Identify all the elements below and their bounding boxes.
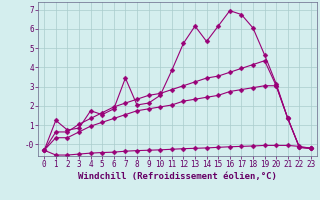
X-axis label: Windchill (Refroidissement éolien,°C): Windchill (Refroidissement éolien,°C) [78, 172, 277, 181]
